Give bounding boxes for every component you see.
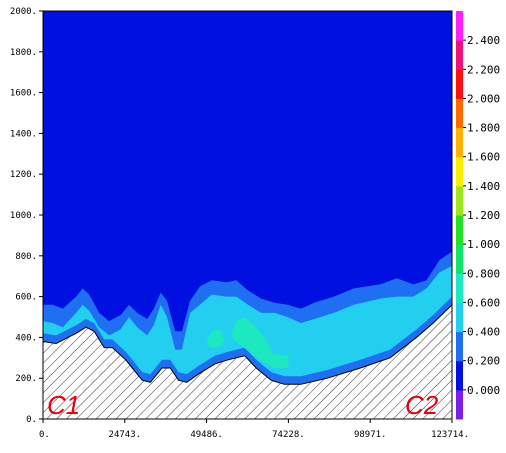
colorbar-label: 0.600 xyxy=(467,296,500,309)
corner-label-left: C1 xyxy=(47,390,80,420)
colorbar-swatch xyxy=(456,302,463,333)
colorbar-label: 0.000 xyxy=(467,384,500,397)
plot-area xyxy=(43,11,452,419)
x-tick-label: 24743. xyxy=(109,430,142,440)
y-tick-label: 1400. xyxy=(10,129,37,139)
colorbar-label: 2.200 xyxy=(467,63,500,76)
colorbar-swatch xyxy=(456,273,463,303)
colorbar-swatch xyxy=(456,360,463,391)
colorbar: 0.000 0.200 0.400 0.600 0.800 1.000 1.200 1.400… xyxy=(456,11,500,420)
colorbar-swatch xyxy=(456,40,463,70)
y-axis: 0. 200. 400. 600. 800. 1000. 1200. 1400. 1600. 18… xyxy=(10,7,43,425)
colorbar-label: 0.800 xyxy=(467,267,500,280)
colorbar-swatch xyxy=(456,244,463,274)
colorbar-label: 2.400 xyxy=(467,34,500,47)
colorbar-swatch xyxy=(456,331,463,362)
colorbar-swatch xyxy=(456,127,463,158)
terrain-hatched xyxy=(43,304,452,419)
colorbar-swatch xyxy=(456,185,463,216)
x-tick-label: 74228. xyxy=(272,430,305,440)
y-tick-label: 2000. xyxy=(10,7,37,17)
terrain-outline xyxy=(43,304,452,385)
y-tick-label: 400. xyxy=(15,333,37,343)
colorbar-label: 2.000 xyxy=(467,92,500,105)
x-tick-label: 49486. xyxy=(190,430,223,440)
colorbar-label: 1.400 xyxy=(467,180,500,193)
colorbar-swatch xyxy=(456,11,463,41)
colorbar-swatch xyxy=(456,215,463,245)
colorbar-swatch xyxy=(456,98,463,129)
corner-label-right: C2 xyxy=(405,390,439,420)
contour-region-3 xyxy=(231,317,289,368)
x-tick-label: 0. xyxy=(39,430,50,440)
colorbar-label: 1.600 xyxy=(467,151,500,164)
y-tick-label: 600. xyxy=(15,293,37,303)
y-tick-label: 200. xyxy=(15,374,37,384)
colorbar-label: 0.200 xyxy=(467,355,500,368)
y-tick-label: 800. xyxy=(15,252,37,262)
colorbar-swatch xyxy=(456,69,463,99)
contour-region-layer xyxy=(43,266,452,381)
colorbar-swatch xyxy=(456,389,463,420)
y-tick-label: 1200. xyxy=(10,170,37,180)
x-axis: 0. 24743. 49486. 74228. 98971. 123714. xyxy=(39,419,469,440)
colorbar-label: 1.800 xyxy=(467,122,500,135)
y-tick-label: 1600. xyxy=(10,89,37,99)
x-tick-label: 98971. xyxy=(354,430,387,440)
y-tick-label: 1000. xyxy=(10,211,37,221)
contour-region-2 xyxy=(206,329,225,348)
colorbar-label: 1.200 xyxy=(467,209,500,222)
terrain-layer xyxy=(43,304,452,419)
y-tick-label: 0. xyxy=(26,415,37,425)
colorbar-swatch xyxy=(456,156,463,187)
colorbar-label: 0.400 xyxy=(467,326,500,339)
x-tick-label: 123714. xyxy=(431,430,469,440)
y-tick-label: 1800. xyxy=(10,48,37,58)
colorbar-label: 1.000 xyxy=(467,238,500,251)
